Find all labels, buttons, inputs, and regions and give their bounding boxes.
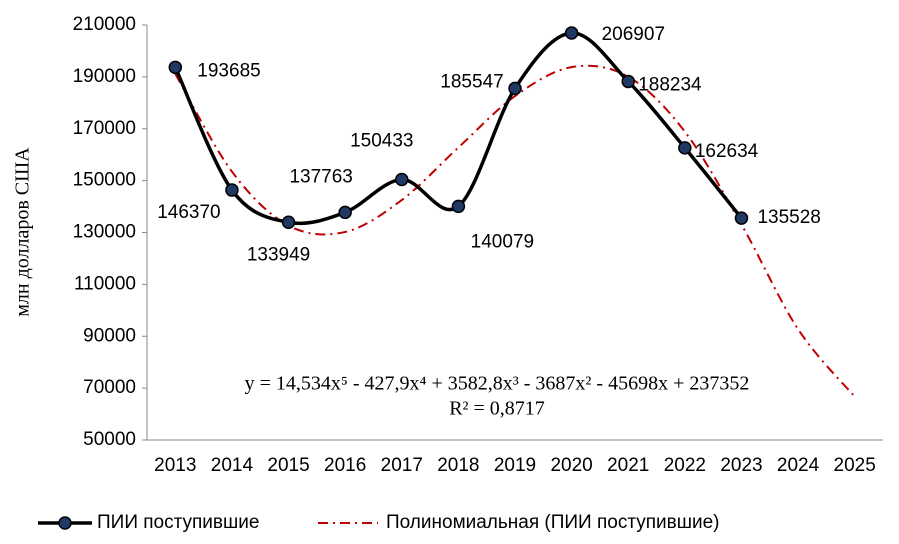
x-tick-label: 2022 xyxy=(664,455,706,476)
x-tick-label: 2020 xyxy=(550,455,592,476)
x-tick-label: 2018 xyxy=(437,455,479,476)
y-tick-label: 90000 xyxy=(83,325,136,346)
legend-label: ПИИ поступившие xyxy=(97,512,259,533)
y-tick-label: 70000 xyxy=(83,377,136,398)
data-label: 146370 xyxy=(157,202,220,223)
x-tick-label: 2017 xyxy=(381,455,423,476)
line xyxy=(173,31,743,226)
data-label: 185547 xyxy=(440,71,503,92)
marker xyxy=(734,211,749,225)
marker xyxy=(451,199,466,214)
marker xyxy=(564,26,579,40)
x-tick-label: 2019 xyxy=(494,455,536,476)
marker xyxy=(508,81,522,96)
y-tick-label: 110000 xyxy=(74,273,136,294)
marker xyxy=(678,141,692,155)
trend-equation: y = 14,534x⁵ - 427,9x⁴ + 3582,8x³ - 3687… xyxy=(245,373,750,395)
marker xyxy=(395,172,409,187)
y-tick-label: 210000 xyxy=(73,14,136,35)
x-tick-label: 2015 xyxy=(267,455,309,476)
y-tick-label: 170000 xyxy=(73,118,136,139)
marker xyxy=(225,183,239,197)
marker xyxy=(168,60,183,75)
data-label: 133949 xyxy=(247,244,310,265)
y-tick-label: 190000 xyxy=(73,66,136,87)
y-axis-label: млн долларов США xyxy=(12,147,34,317)
trend-line xyxy=(174,64,856,398)
legend-label: Полиномиальная (ПИИ поступившие) xyxy=(386,512,720,533)
x-tick-label: 2025 xyxy=(834,455,876,476)
data-label: 188234 xyxy=(638,74,702,95)
marker xyxy=(621,74,635,89)
data-label: 140079 xyxy=(471,231,534,252)
marker xyxy=(338,205,352,220)
data-label: 206907 xyxy=(602,24,665,45)
data-label: 193685 xyxy=(197,60,260,81)
legend-marker xyxy=(58,516,72,530)
x-tick-label: 2024 xyxy=(777,455,820,476)
data-label: 135528 xyxy=(757,207,820,228)
trend-r2: R² = 0,8717 xyxy=(449,398,545,420)
y-tick-label: 130000 xyxy=(73,222,136,243)
marker xyxy=(281,215,296,230)
data-label: 137763 xyxy=(289,166,352,187)
y-tick-label: 50000 xyxy=(83,429,136,450)
data-label: 150433 xyxy=(350,131,413,152)
x-tick-label: 2013 xyxy=(154,455,196,476)
x-tick-label: 2014 xyxy=(211,455,254,476)
x-tick-label: 2021 xyxy=(607,455,649,476)
y-tick-label: 150000 xyxy=(73,170,136,191)
x-tick-label: 2016 xyxy=(324,455,366,476)
data-label: 162634 xyxy=(695,141,759,162)
x-tick-label: 2023 xyxy=(720,455,762,476)
